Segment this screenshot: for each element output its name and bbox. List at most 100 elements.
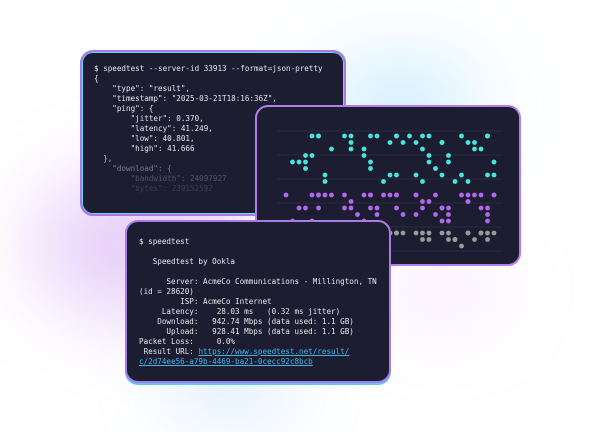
upload-dot xyxy=(309,192,315,198)
upload-dot xyxy=(394,205,399,211)
download-dot xyxy=(309,153,315,158)
upload-dot xyxy=(394,192,399,198)
download-dot xyxy=(452,179,458,184)
upload-dot xyxy=(387,192,393,198)
download-dot xyxy=(368,159,373,165)
upload-dot xyxy=(439,218,445,224)
upload-dot xyxy=(296,205,302,211)
download-dot xyxy=(303,159,308,165)
upload-dot xyxy=(420,205,425,211)
download-dot xyxy=(387,172,393,178)
download-dot xyxy=(368,133,373,139)
upload-dot xyxy=(426,199,432,204)
download-dot xyxy=(433,166,438,171)
download-dot xyxy=(465,179,471,184)
json-line: "ping": { xyxy=(112,104,154,113)
download-dot xyxy=(322,179,328,184)
result-url-label: Result URL: xyxy=(139,347,199,356)
json-line: "type": "result", xyxy=(112,84,191,93)
download-dot xyxy=(426,153,432,158)
json-line: { xyxy=(94,74,99,83)
download-dot xyxy=(478,146,484,152)
result-url-link-cont[interactable]: c/2d74ee56-a79b-4469-ba21-0cecc92c8bcb xyxy=(139,357,313,366)
pink-glow xyxy=(380,260,500,320)
latency-dot xyxy=(420,230,425,236)
download-dot xyxy=(329,146,334,152)
upload-dot xyxy=(303,205,308,211)
upload-dot xyxy=(400,212,406,217)
upload-dot xyxy=(316,205,321,211)
download-dot xyxy=(439,140,445,145)
download-dot xyxy=(465,140,471,145)
download-dot xyxy=(368,166,373,171)
download-dot xyxy=(400,140,406,145)
latency-line: Latency: 28.03 ms (0.32 ms jitter) xyxy=(139,307,341,316)
download-dot xyxy=(361,146,367,152)
upload-dot xyxy=(348,199,354,204)
upload-dot xyxy=(465,192,471,198)
download-dot xyxy=(413,172,419,178)
download-dot xyxy=(439,172,445,178)
download-dot xyxy=(348,140,354,145)
download-dot xyxy=(407,133,412,139)
latency-dot xyxy=(472,237,477,242)
latency-dot xyxy=(394,230,399,236)
server-id: (id = 28620) xyxy=(139,287,194,296)
upload-dot xyxy=(361,192,367,198)
latency-dot xyxy=(446,230,451,236)
packet-loss-line: Packet Loss: 0.0% xyxy=(139,337,236,346)
latency-dot xyxy=(446,237,451,242)
latency-dot xyxy=(478,230,484,236)
upload-dot xyxy=(491,192,497,198)
upload-dot xyxy=(459,192,464,198)
upload-dot xyxy=(329,192,334,198)
download-dot xyxy=(426,133,432,139)
latency-dot xyxy=(452,237,458,242)
result-url-link[interactable]: https://www.speedtest.net/result/ xyxy=(198,347,350,356)
upload-dot xyxy=(465,199,471,204)
upload-dot xyxy=(355,212,360,217)
upload-dot xyxy=(413,192,419,198)
download-dot xyxy=(459,133,464,139)
download-dot xyxy=(309,133,315,139)
upload-dot xyxy=(381,192,386,198)
json-line: "latency": 41.249, xyxy=(130,124,213,133)
upload-dot xyxy=(342,205,347,211)
upload-dot xyxy=(316,192,321,198)
upload-dot xyxy=(342,192,347,198)
download-dot xyxy=(374,133,380,139)
upload-dot xyxy=(368,192,373,198)
json-line: "bytes": 239152592 xyxy=(130,184,213,193)
json-line: "high": 41.666 xyxy=(130,144,195,153)
upload-dot xyxy=(374,212,380,217)
download-dot xyxy=(296,159,302,165)
download-dot xyxy=(303,153,308,158)
server-line: Server: AcmeCo Communications - Millingt… xyxy=(139,277,377,286)
latency-dot xyxy=(400,230,406,236)
upload-dot xyxy=(374,205,380,211)
terminal-command: $ speedtest xyxy=(139,237,190,246)
download-dot xyxy=(472,146,477,152)
download-dot xyxy=(394,172,399,178)
upload-dot xyxy=(322,192,328,198)
download-dot xyxy=(381,179,386,184)
json-line: }, xyxy=(103,154,113,163)
download-dot xyxy=(316,133,321,139)
upload-dot xyxy=(485,218,490,224)
upload-line: Upload: 928.41 Mbps (data used: 1.1 GB) xyxy=(139,327,354,336)
json-line: "download": { xyxy=(112,164,172,173)
latency-dot xyxy=(465,230,471,236)
download-dot xyxy=(322,172,328,178)
download-dot xyxy=(290,159,295,165)
download-dot xyxy=(459,172,464,178)
json-command: $ speedtest --server-id 33913 --format=j… xyxy=(94,64,323,73)
latency-dot xyxy=(459,243,464,249)
download-dot xyxy=(472,140,477,145)
download-line: Download: 942.74 Mbps (data used: 1.1 GB… xyxy=(139,317,354,326)
upload-dot xyxy=(433,192,438,198)
download-dot xyxy=(348,146,354,152)
latency-dot xyxy=(426,230,432,236)
download-dot xyxy=(485,133,490,139)
latency-dot xyxy=(413,230,419,236)
upload-dot xyxy=(420,199,425,204)
